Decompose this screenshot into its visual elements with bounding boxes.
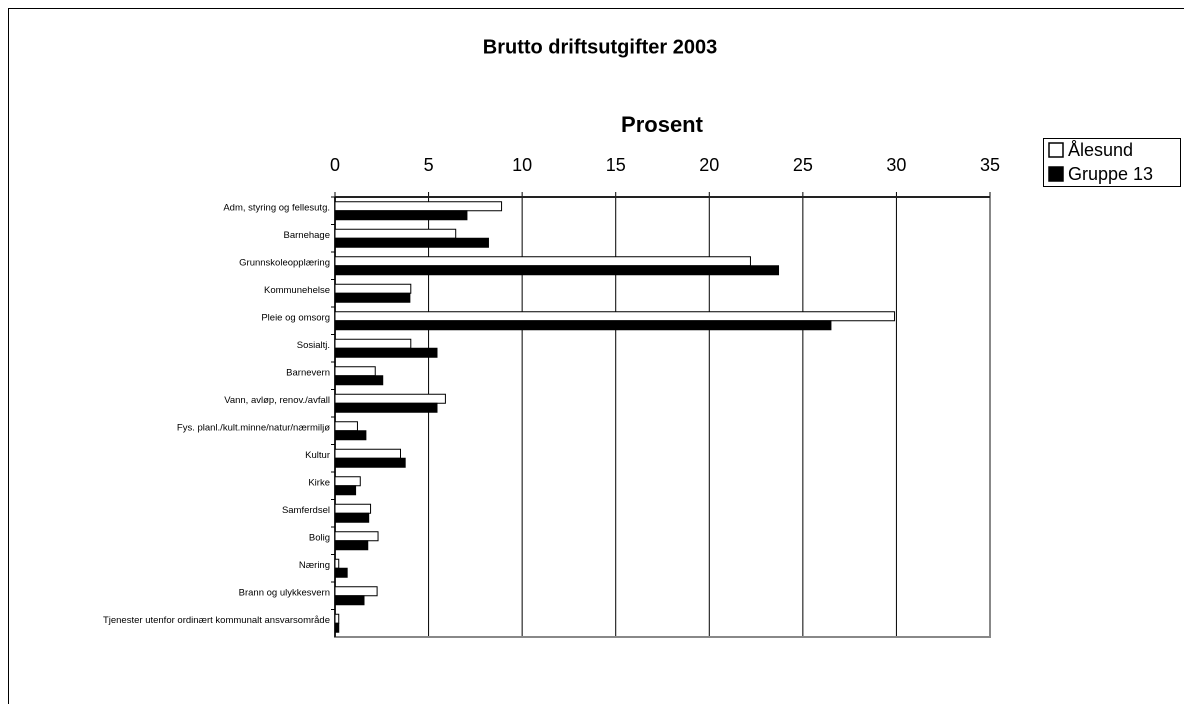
bar bbox=[334, 421, 358, 432]
y-tick-label: Pleie og omsorg bbox=[261, 312, 330, 323]
bar bbox=[334, 448, 401, 459]
x-tick-label: 15 bbox=[606, 155, 626, 175]
frame bbox=[8, 8, 1184, 704]
bar bbox=[334, 375, 384, 386]
bar bbox=[334, 457, 406, 468]
bar bbox=[334, 586, 378, 597]
bar bbox=[334, 292, 411, 303]
x-tick-label: 25 bbox=[793, 155, 813, 175]
bar bbox=[334, 503, 372, 514]
y-tick-label: Kirke bbox=[308, 477, 330, 488]
bar bbox=[334, 430, 367, 441]
bar bbox=[334, 485, 357, 496]
legend-label: Gruppe 13 bbox=[1068, 164, 1153, 184]
bar bbox=[334, 613, 340, 624]
bar bbox=[334, 531, 379, 542]
bar bbox=[334, 201, 503, 212]
y-tick-label: Fys. planl./kult.minne/natur/nærmiljø bbox=[177, 422, 330, 433]
legend-marker bbox=[1048, 142, 1064, 158]
bar bbox=[334, 622, 340, 633]
bar bbox=[334, 393, 446, 404]
bar bbox=[334, 558, 340, 569]
y-tick-label: Tjenester utenfor ordinært kommunalt ans… bbox=[103, 615, 330, 626]
chart-title: Brutto driftsutgifter 2003 bbox=[483, 36, 717, 58]
bar bbox=[334, 228, 457, 239]
axis-title: Prosent bbox=[621, 112, 704, 137]
bar bbox=[334, 402, 438, 413]
bar bbox=[334, 540, 369, 551]
x-tick-label: 10 bbox=[512, 155, 532, 175]
legend-marker bbox=[1048, 166, 1064, 182]
y-tick-label: Brann og ulykkesvern bbox=[239, 587, 330, 598]
y-tick-label: Samferdsel bbox=[282, 505, 330, 516]
bar bbox=[334, 567, 348, 578]
legend-label: Ålesund bbox=[1068, 140, 1133, 160]
y-tick-label: Næring bbox=[299, 560, 330, 571]
bar bbox=[334, 512, 370, 523]
bar bbox=[334, 320, 832, 331]
bar bbox=[334, 256, 751, 267]
x-tick-label: 35 bbox=[980, 155, 1000, 175]
y-tick-label: Vann, avløp, renov./avfall bbox=[224, 395, 330, 406]
bar bbox=[334, 347, 438, 358]
bar bbox=[334, 237, 489, 248]
y-tick-label: Barnevern bbox=[286, 367, 330, 378]
bar bbox=[334, 595, 365, 606]
y-tick-label: Sosialtj. bbox=[297, 340, 330, 351]
y-tick-label: Barnehage bbox=[284, 230, 330, 241]
bar bbox=[334, 265, 780, 276]
x-tick-label: 30 bbox=[886, 155, 906, 175]
x-tick-label: 20 bbox=[699, 155, 719, 175]
bar bbox=[334, 210, 468, 221]
bar bbox=[334, 283, 412, 294]
bar bbox=[334, 366, 376, 377]
bar bbox=[334, 476, 361, 487]
bar bbox=[334, 338, 412, 349]
x-tick-label: 5 bbox=[424, 155, 434, 175]
y-tick-label: Adm, styring og fellesutg. bbox=[223, 202, 330, 213]
y-tick-label: Kultur bbox=[305, 450, 330, 461]
legend-box bbox=[1043, 138, 1181, 187]
y-tick-label: Grunnskoleopplæring bbox=[239, 257, 330, 268]
bar bbox=[334, 311, 896, 322]
y-tick-label: Kommunehelse bbox=[264, 285, 330, 296]
x-tick-label: 0 bbox=[330, 155, 340, 175]
y-tick-label: Bolig bbox=[309, 532, 330, 543]
